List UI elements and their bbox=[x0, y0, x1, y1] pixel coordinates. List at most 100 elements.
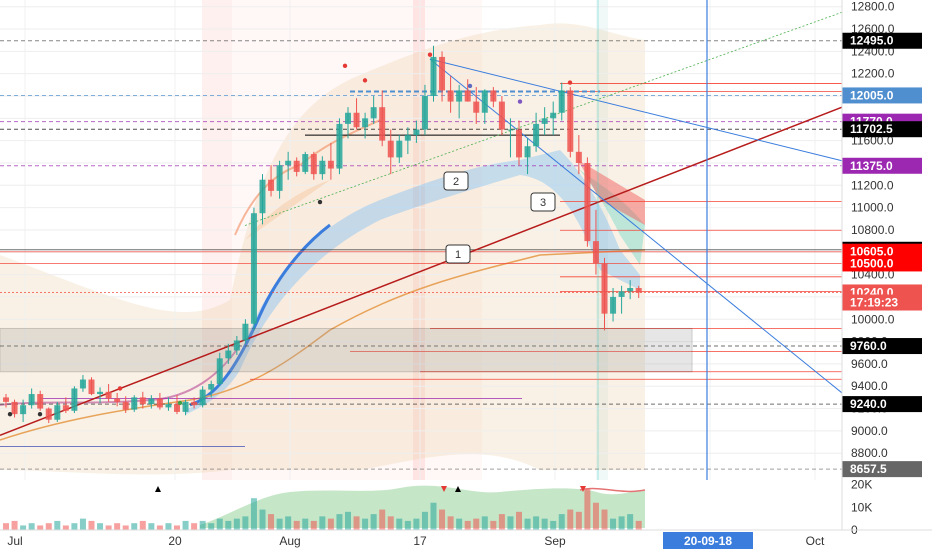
level-value-label: 9712.5 bbox=[802, 0, 837, 3]
y-tick-label: 8800.0 bbox=[851, 446, 888, 460]
y-tick-label: 12600.0 bbox=[851, 22, 895, 36]
candle-body bbox=[413, 129, 420, 136]
signal-dot bbox=[467, 83, 473, 89]
candle-body bbox=[216, 358, 223, 384]
level-value-label: G2 bbox=[821, 0, 836, 3]
candle-body bbox=[293, 160, 300, 172]
price-tag bbox=[842, 157, 922, 174]
candle-body bbox=[541, 118, 548, 124]
signal-triangle bbox=[155, 486, 161, 492]
price-tag bbox=[842, 32, 922, 49]
volume-bar bbox=[114, 523, 121, 530]
volume-bar bbox=[336, 514, 343, 530]
candle-body bbox=[302, 154, 309, 172]
candle-body bbox=[370, 107, 377, 119]
x-tick-label: Jul bbox=[7, 534, 22, 548]
cloud-band bbox=[0, 23, 645, 475]
signal-dot bbox=[517, 99, 523, 104]
volume-bar bbox=[54, 520, 61, 530]
volume-bar bbox=[533, 516, 540, 530]
annotation-callout: 2 bbox=[443, 171, 469, 191]
volume-bar bbox=[302, 518, 309, 530]
volume-bar bbox=[242, 516, 249, 530]
volume-bar bbox=[413, 518, 420, 530]
price-tag-label: 12005.0 bbox=[850, 88, 894, 102]
level-value-label: S-L bbox=[819, 0, 836, 3]
y-tick-label: 10800.0 bbox=[851, 223, 895, 237]
candle-body bbox=[28, 394, 35, 406]
candle-body bbox=[45, 408, 52, 420]
candle-body bbox=[225, 350, 232, 359]
candle-body bbox=[276, 165, 283, 191]
candle-body bbox=[379, 107, 386, 141]
trend-line bbox=[429, 58, 843, 394]
candle-body bbox=[490, 90, 497, 102]
volume-bar bbox=[62, 525, 69, 530]
callout-box bbox=[445, 244, 471, 264]
level-value-label: 9530 bbox=[812, 0, 837, 3]
candle-body bbox=[88, 379, 95, 395]
candle-body bbox=[319, 160, 326, 175]
candle-body bbox=[601, 263, 608, 314]
volume-bar bbox=[345, 511, 351, 530]
candle-body bbox=[362, 118, 369, 128]
volume-bar bbox=[558, 514, 565, 530]
candle-body bbox=[481, 90, 488, 113]
volume-bar bbox=[259, 509, 266, 530]
volume-bar bbox=[353, 516, 360, 530]
candle-body bbox=[62, 405, 69, 411]
candle-body bbox=[3, 397, 9, 402]
candle-body bbox=[310, 154, 317, 175]
volume-bar bbox=[37, 525, 44, 530]
candle-body bbox=[627, 288, 634, 292]
candle-body bbox=[498, 101, 505, 130]
volume-bar bbox=[498, 514, 505, 530]
level-value-label: 9917.5 bbox=[802, 0, 837, 3]
volume-bar bbox=[541, 518, 548, 530]
volume-bar bbox=[139, 520, 146, 530]
candle-body bbox=[610, 296, 617, 314]
candle-body bbox=[618, 291, 625, 297]
volume-bar bbox=[97, 523, 104, 530]
level-value-label: 11589 bbox=[806, 0, 836, 3]
price-tag-label: 11375.0 bbox=[850, 159, 893, 173]
trend-line bbox=[429, 58, 843, 162]
x-tick-label: 20 bbox=[168, 534, 182, 548]
volume-bar bbox=[516, 511, 522, 530]
level-value-label: 11655 bbox=[806, 0, 837, 3]
candle-body bbox=[285, 160, 292, 166]
volume-bar bbox=[208, 523, 215, 530]
volume-bar bbox=[216, 518, 223, 530]
volume-bar bbox=[268, 514, 275, 530]
volume-bar bbox=[148, 523, 155, 530]
volume-bar bbox=[191, 523, 198, 530]
x-tick-label: Aug bbox=[279, 534, 300, 548]
volume-bar bbox=[618, 516, 625, 530]
volume-bar bbox=[174, 525, 180, 530]
volume-bar bbox=[88, 520, 95, 530]
ma-slow-line bbox=[0, 249, 646, 441]
volume-bar bbox=[327, 518, 334, 530]
y-tick-label: 12200.0 bbox=[851, 67, 895, 81]
volume-bar bbox=[276, 518, 283, 530]
ma-fast-line bbox=[189, 223, 331, 407]
volume-bar bbox=[79, 518, 86, 530]
event-band bbox=[202, 0, 232, 480]
signal-triangle bbox=[580, 486, 586, 492]
level-value-label: 10380.0 bbox=[796, 0, 837, 3]
signal-dot bbox=[37, 411, 43, 417]
candle-body bbox=[139, 397, 146, 405]
callout-label: 2 bbox=[453, 176, 459, 188]
candle-body bbox=[396, 140, 403, 158]
volume-bar bbox=[464, 520, 471, 530]
candle-body bbox=[327, 160, 334, 169]
volume-bar bbox=[524, 518, 531, 530]
signal-markers: 1 2 3 bbox=[7, 52, 573, 417]
volume-bar bbox=[285, 516, 292, 530]
candle-body bbox=[268, 179, 275, 191]
price-tag-label: 9760.0 bbox=[850, 339, 887, 353]
level-value-label: 10797.5 bbox=[796, 0, 837, 3]
volume-bar bbox=[439, 509, 446, 530]
